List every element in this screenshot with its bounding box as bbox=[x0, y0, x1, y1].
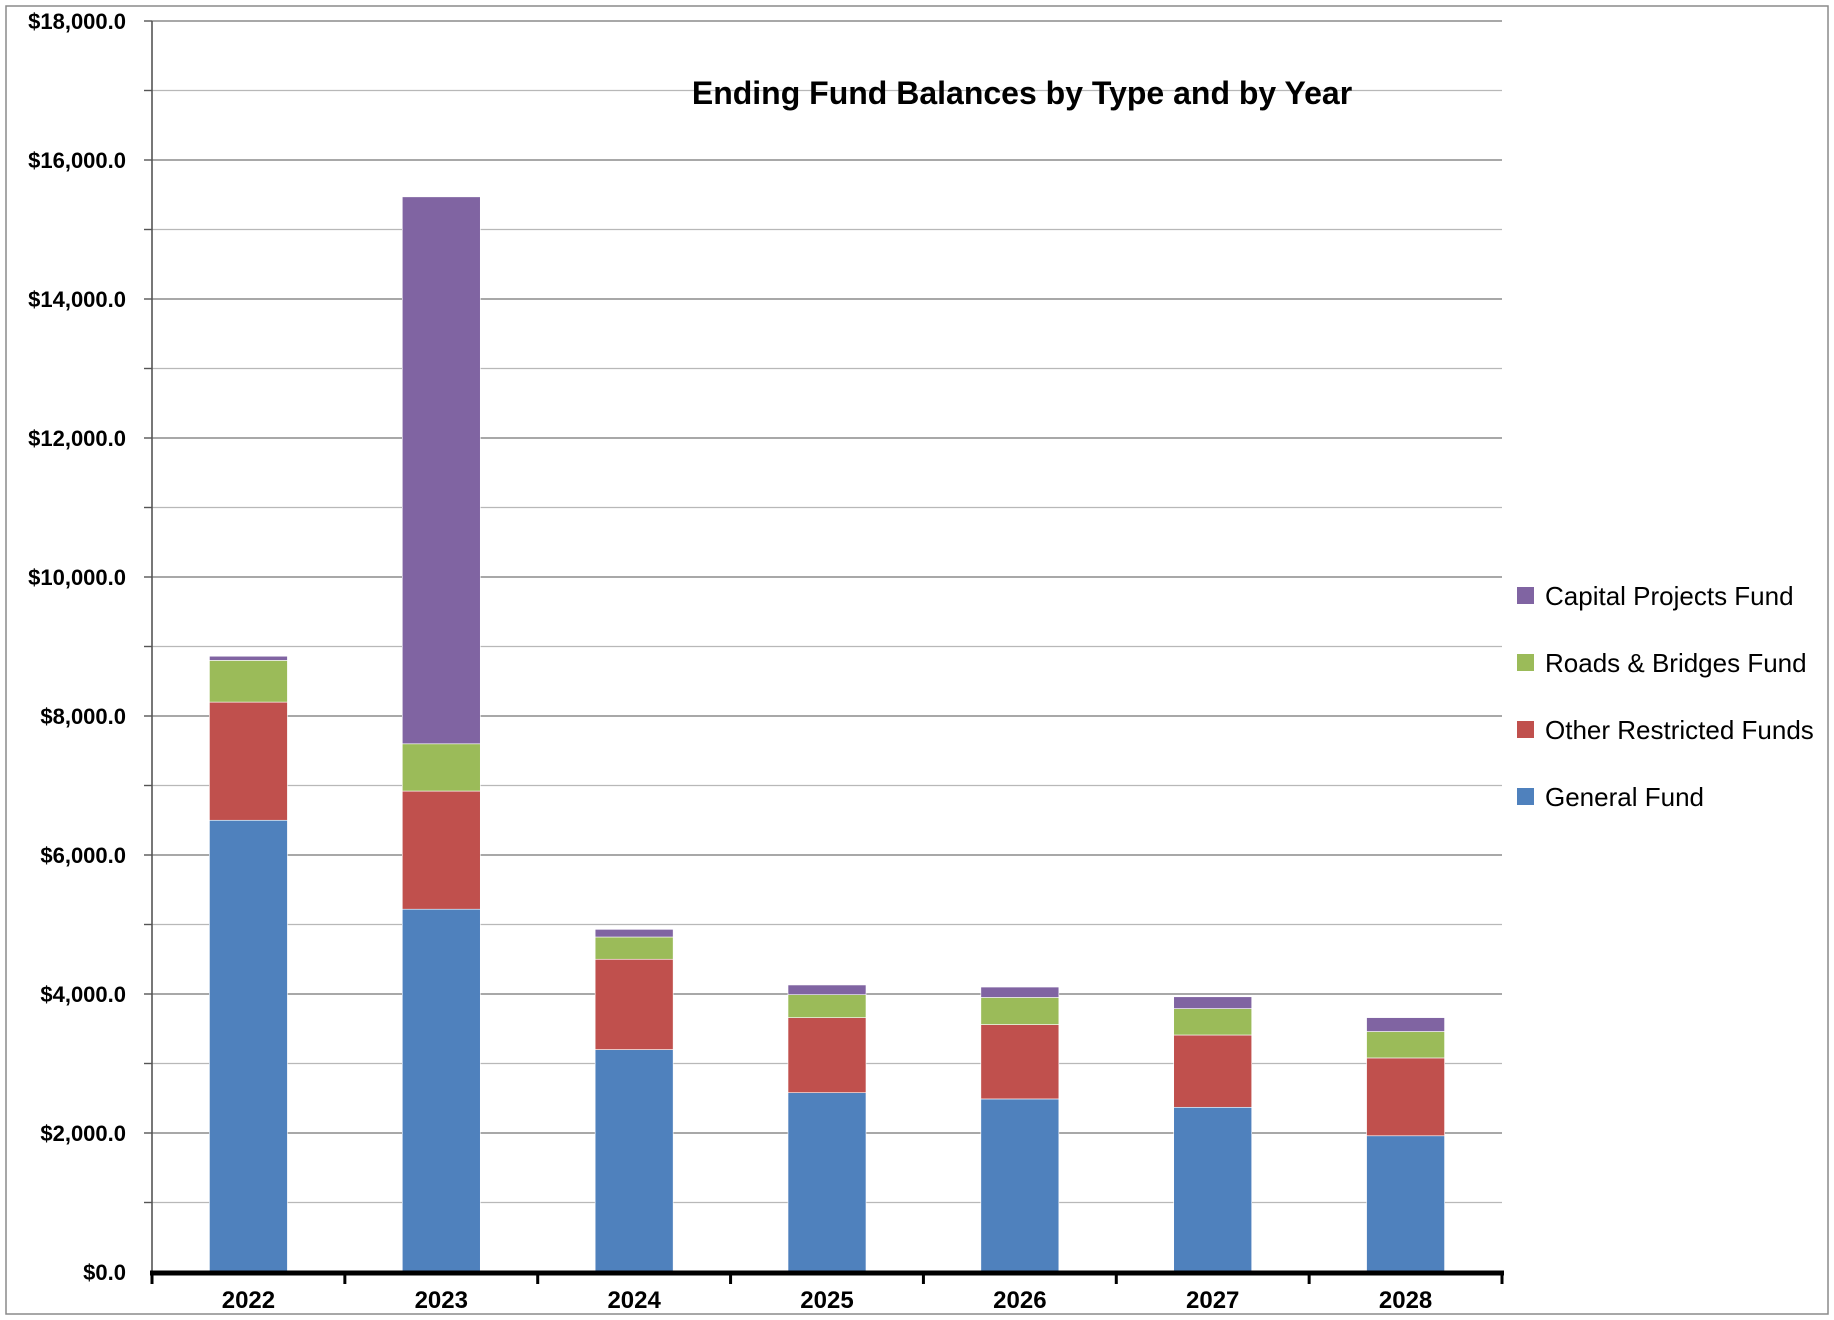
y-tick-label: $10,000.0 bbox=[28, 565, 126, 590]
bar-segment-other-restricted-funds-2027 bbox=[1173, 1034, 1253, 1108]
y-tick-label: $0.0 bbox=[83, 1260, 126, 1285]
bars bbox=[209, 196, 1445, 1273]
x-tick-label: 2027 bbox=[1186, 1287, 1239, 1314]
y-tick-label: $4,000.0 bbox=[40, 982, 126, 1007]
bar-segment-capital-projects-fund-2027 bbox=[1173, 996, 1253, 1009]
bar-segment-general-fund-2024 bbox=[594, 1049, 674, 1273]
bar-segment-capital-projects-fund-2025 bbox=[787, 984, 867, 995]
legend-swatch bbox=[1517, 721, 1534, 738]
legend-swatch bbox=[1517, 587, 1534, 604]
y-tick-label: $14,000.0 bbox=[28, 287, 126, 312]
bar-segment-general-fund-2027 bbox=[1173, 1106, 1253, 1273]
bar-segment-other-restricted-funds-2022 bbox=[209, 701, 288, 821]
bar-segment-roads-bridges-fund-2025 bbox=[787, 994, 867, 1018]
bar-segment-roads-bridges-fund-2027 bbox=[1173, 1008, 1253, 1036]
bar-segment-roads-bridges-fund-2026 bbox=[980, 997, 1060, 1025]
x-tick-label: 2024 bbox=[607, 1287, 661, 1314]
x-tick-label: 2025 bbox=[800, 1287, 853, 1314]
bar-segment-roads-bridges-fund-2028 bbox=[1366, 1031, 1445, 1059]
bar-segment-other-restricted-funds-2028 bbox=[1366, 1057, 1445, 1137]
y-tick-label: $12,000.0 bbox=[28, 426, 126, 451]
bar-segment-capital-projects-fund-2026 bbox=[980, 986, 1060, 998]
bar-segment-capital-projects-fund-2028 bbox=[1366, 1017, 1445, 1032]
axes: $0.0 $2,000.0 $4,000.0 $6,000.0 $8,000.0 $10,… bbox=[28, 9, 1504, 1314]
legend: Capital Projects Fund Roads & Bridges Fun… bbox=[1517, 581, 1814, 812]
y-tick-label: $18,000.0 bbox=[28, 9, 126, 34]
gridlines bbox=[152, 20, 1502, 1204]
bar-segment-general-fund-2028 bbox=[1366, 1135, 1445, 1273]
legend-swatch bbox=[1517, 788, 1534, 805]
bar-segment-general-fund-2025 bbox=[787, 1092, 867, 1273]
legend-label: Roads & Bridges Fund bbox=[1545, 648, 1807, 678]
bar-segment-roads-bridges-fund-2024 bbox=[594, 936, 674, 960]
y-tick-label: $8,000.0 bbox=[40, 704, 126, 729]
bar-segment-other-restricted-funds-2026 bbox=[980, 1024, 1060, 1100]
x-tick-label: 2022 bbox=[222, 1287, 275, 1314]
bar-segment-general-fund-2023 bbox=[401, 908, 481, 1273]
bar-segment-other-restricted-funds-2025 bbox=[787, 1017, 867, 1093]
bar-segment-roads-bridges-fund-2023 bbox=[401, 743, 481, 792]
legend-swatch bbox=[1517, 654, 1534, 671]
bar-segment-other-restricted-funds-2024 bbox=[594, 958, 674, 1050]
y-tick-label: $6,000.0 bbox=[40, 843, 126, 868]
legend-label: Other Restricted Funds bbox=[1545, 715, 1814, 745]
bar-segment-roads-bridges-fund-2022 bbox=[209, 660, 288, 703]
bar-segment-general-fund-2026 bbox=[980, 1098, 1060, 1273]
bar-segment-capital-projects-fund-2024 bbox=[594, 929, 674, 938]
legend-label: General Fund bbox=[1545, 782, 1704, 812]
bar-segment-capital-projects-fund-2023 bbox=[401, 196, 481, 745]
bar-segment-other-restricted-funds-2023 bbox=[401, 790, 481, 910]
x-tick-label: 2023 bbox=[415, 1287, 468, 1314]
legend-label: Capital Projects Fund bbox=[1545, 581, 1794, 611]
y-tick-label: $2,000.0 bbox=[40, 1121, 126, 1146]
x-tick-label: 2028 bbox=[1379, 1287, 1432, 1314]
chart-title: Ending Fund Balances by Type and by Year bbox=[692, 75, 1352, 111]
x-tick-label: 2026 bbox=[993, 1287, 1046, 1314]
bar-segment-general-fund-2022 bbox=[209, 819, 288, 1273]
y-tick-label: $16,000.0 bbox=[28, 148, 126, 173]
bar-segment-capital-projects-fund-2022 bbox=[209, 655, 288, 661]
